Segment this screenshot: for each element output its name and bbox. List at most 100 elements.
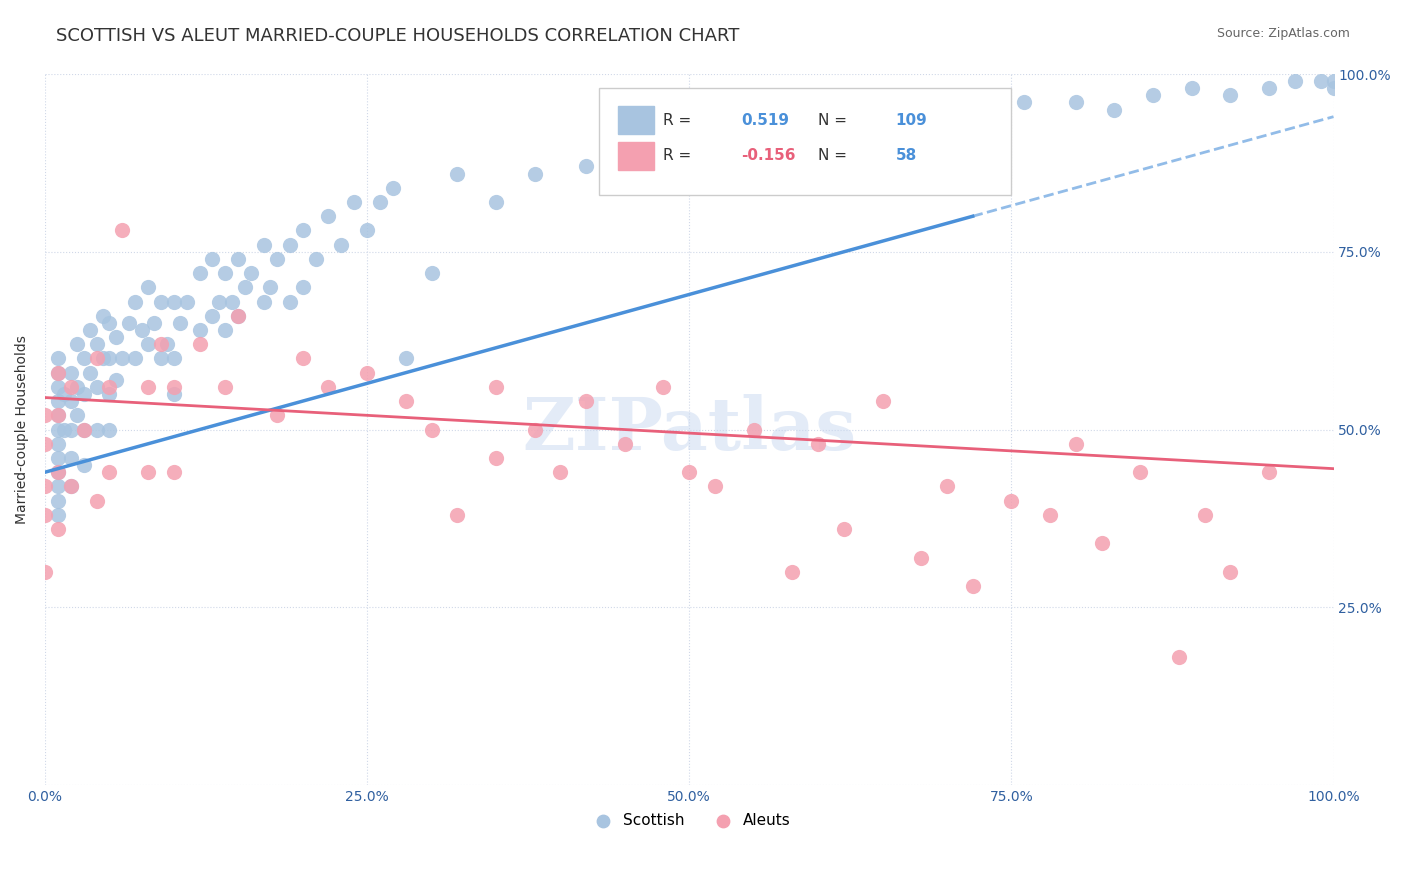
Point	[807, 437, 830, 451]
Point	[66, 380, 89, 394]
Point	[1129, 465, 1152, 479]
Point	[343, 194, 366, 209]
Point	[72, 458, 94, 472]
Point	[188, 337, 211, 351]
Point	[368, 194, 391, 209]
Point	[356, 223, 378, 237]
Point	[910, 550, 932, 565]
Point	[395, 351, 418, 366]
Point	[356, 366, 378, 380]
Point	[485, 450, 508, 465]
Point	[1039, 508, 1062, 522]
Point	[46, 437, 69, 451]
Point	[72, 387, 94, 401]
Point	[86, 351, 108, 366]
Point	[79, 323, 101, 337]
Point	[46, 508, 69, 522]
Point	[201, 309, 224, 323]
Point	[872, 138, 894, 153]
Point	[46, 380, 69, 394]
Point	[832, 522, 855, 536]
Point	[226, 252, 249, 266]
Point	[253, 294, 276, 309]
Point	[91, 351, 114, 366]
Point	[156, 337, 179, 351]
Point	[59, 479, 82, 493]
Point	[613, 437, 636, 451]
Point	[86, 380, 108, 394]
Point	[214, 380, 236, 394]
Point	[872, 394, 894, 409]
Point	[34, 437, 56, 451]
Point	[1000, 493, 1022, 508]
Point	[163, 294, 186, 309]
Point	[72, 423, 94, 437]
Point	[98, 351, 121, 366]
Point	[1064, 437, 1087, 451]
Point	[136, 280, 159, 294]
Point	[104, 330, 127, 344]
Point	[652, 380, 675, 394]
Point	[59, 450, 82, 465]
Point	[233, 280, 256, 294]
Point	[1309, 74, 1331, 88]
Point	[124, 294, 146, 309]
Point	[34, 479, 56, 493]
Point	[163, 465, 186, 479]
Point	[485, 194, 508, 209]
Point	[163, 351, 186, 366]
Point	[163, 380, 186, 394]
Point	[86, 493, 108, 508]
Point	[278, 237, 301, 252]
Point	[936, 110, 959, 124]
Point	[291, 280, 314, 294]
Point	[46, 366, 69, 380]
Point	[1258, 465, 1281, 479]
Point	[575, 394, 598, 409]
Point	[523, 167, 546, 181]
Point	[149, 337, 172, 351]
Point	[176, 294, 198, 309]
Point	[742, 423, 765, 437]
Point	[678, 465, 700, 479]
Text: N =: N =	[818, 148, 846, 163]
Point	[86, 423, 108, 437]
FancyBboxPatch shape	[599, 88, 1011, 195]
Point	[1064, 95, 1087, 110]
Point	[46, 522, 69, 536]
Point	[34, 508, 56, 522]
Point	[1167, 650, 1189, 665]
Point	[169, 316, 191, 330]
Point	[66, 409, 89, 423]
Point	[188, 266, 211, 280]
Point	[782, 565, 804, 579]
Point	[66, 337, 89, 351]
Point	[46, 493, 69, 508]
Point	[381, 181, 404, 195]
Point	[59, 394, 82, 409]
Point	[1258, 81, 1281, 95]
Point	[59, 479, 82, 493]
Point	[974, 124, 997, 138]
Point	[1104, 103, 1126, 117]
Point	[936, 479, 959, 493]
Point	[98, 387, 121, 401]
Point	[259, 280, 281, 294]
Point	[72, 351, 94, 366]
Point	[266, 252, 288, 266]
Point	[98, 465, 121, 479]
Point	[111, 351, 134, 366]
Point	[420, 266, 443, 280]
Point	[136, 465, 159, 479]
Point	[136, 337, 159, 351]
Point	[330, 237, 353, 252]
Point	[59, 366, 82, 380]
Point	[86, 337, 108, 351]
Point	[34, 565, 56, 579]
Text: R =: R =	[664, 112, 692, 128]
Point	[46, 450, 69, 465]
Text: R =: R =	[664, 148, 692, 163]
Bar	[619, 142, 654, 170]
Point	[832, 110, 855, 124]
Point	[742, 153, 765, 167]
